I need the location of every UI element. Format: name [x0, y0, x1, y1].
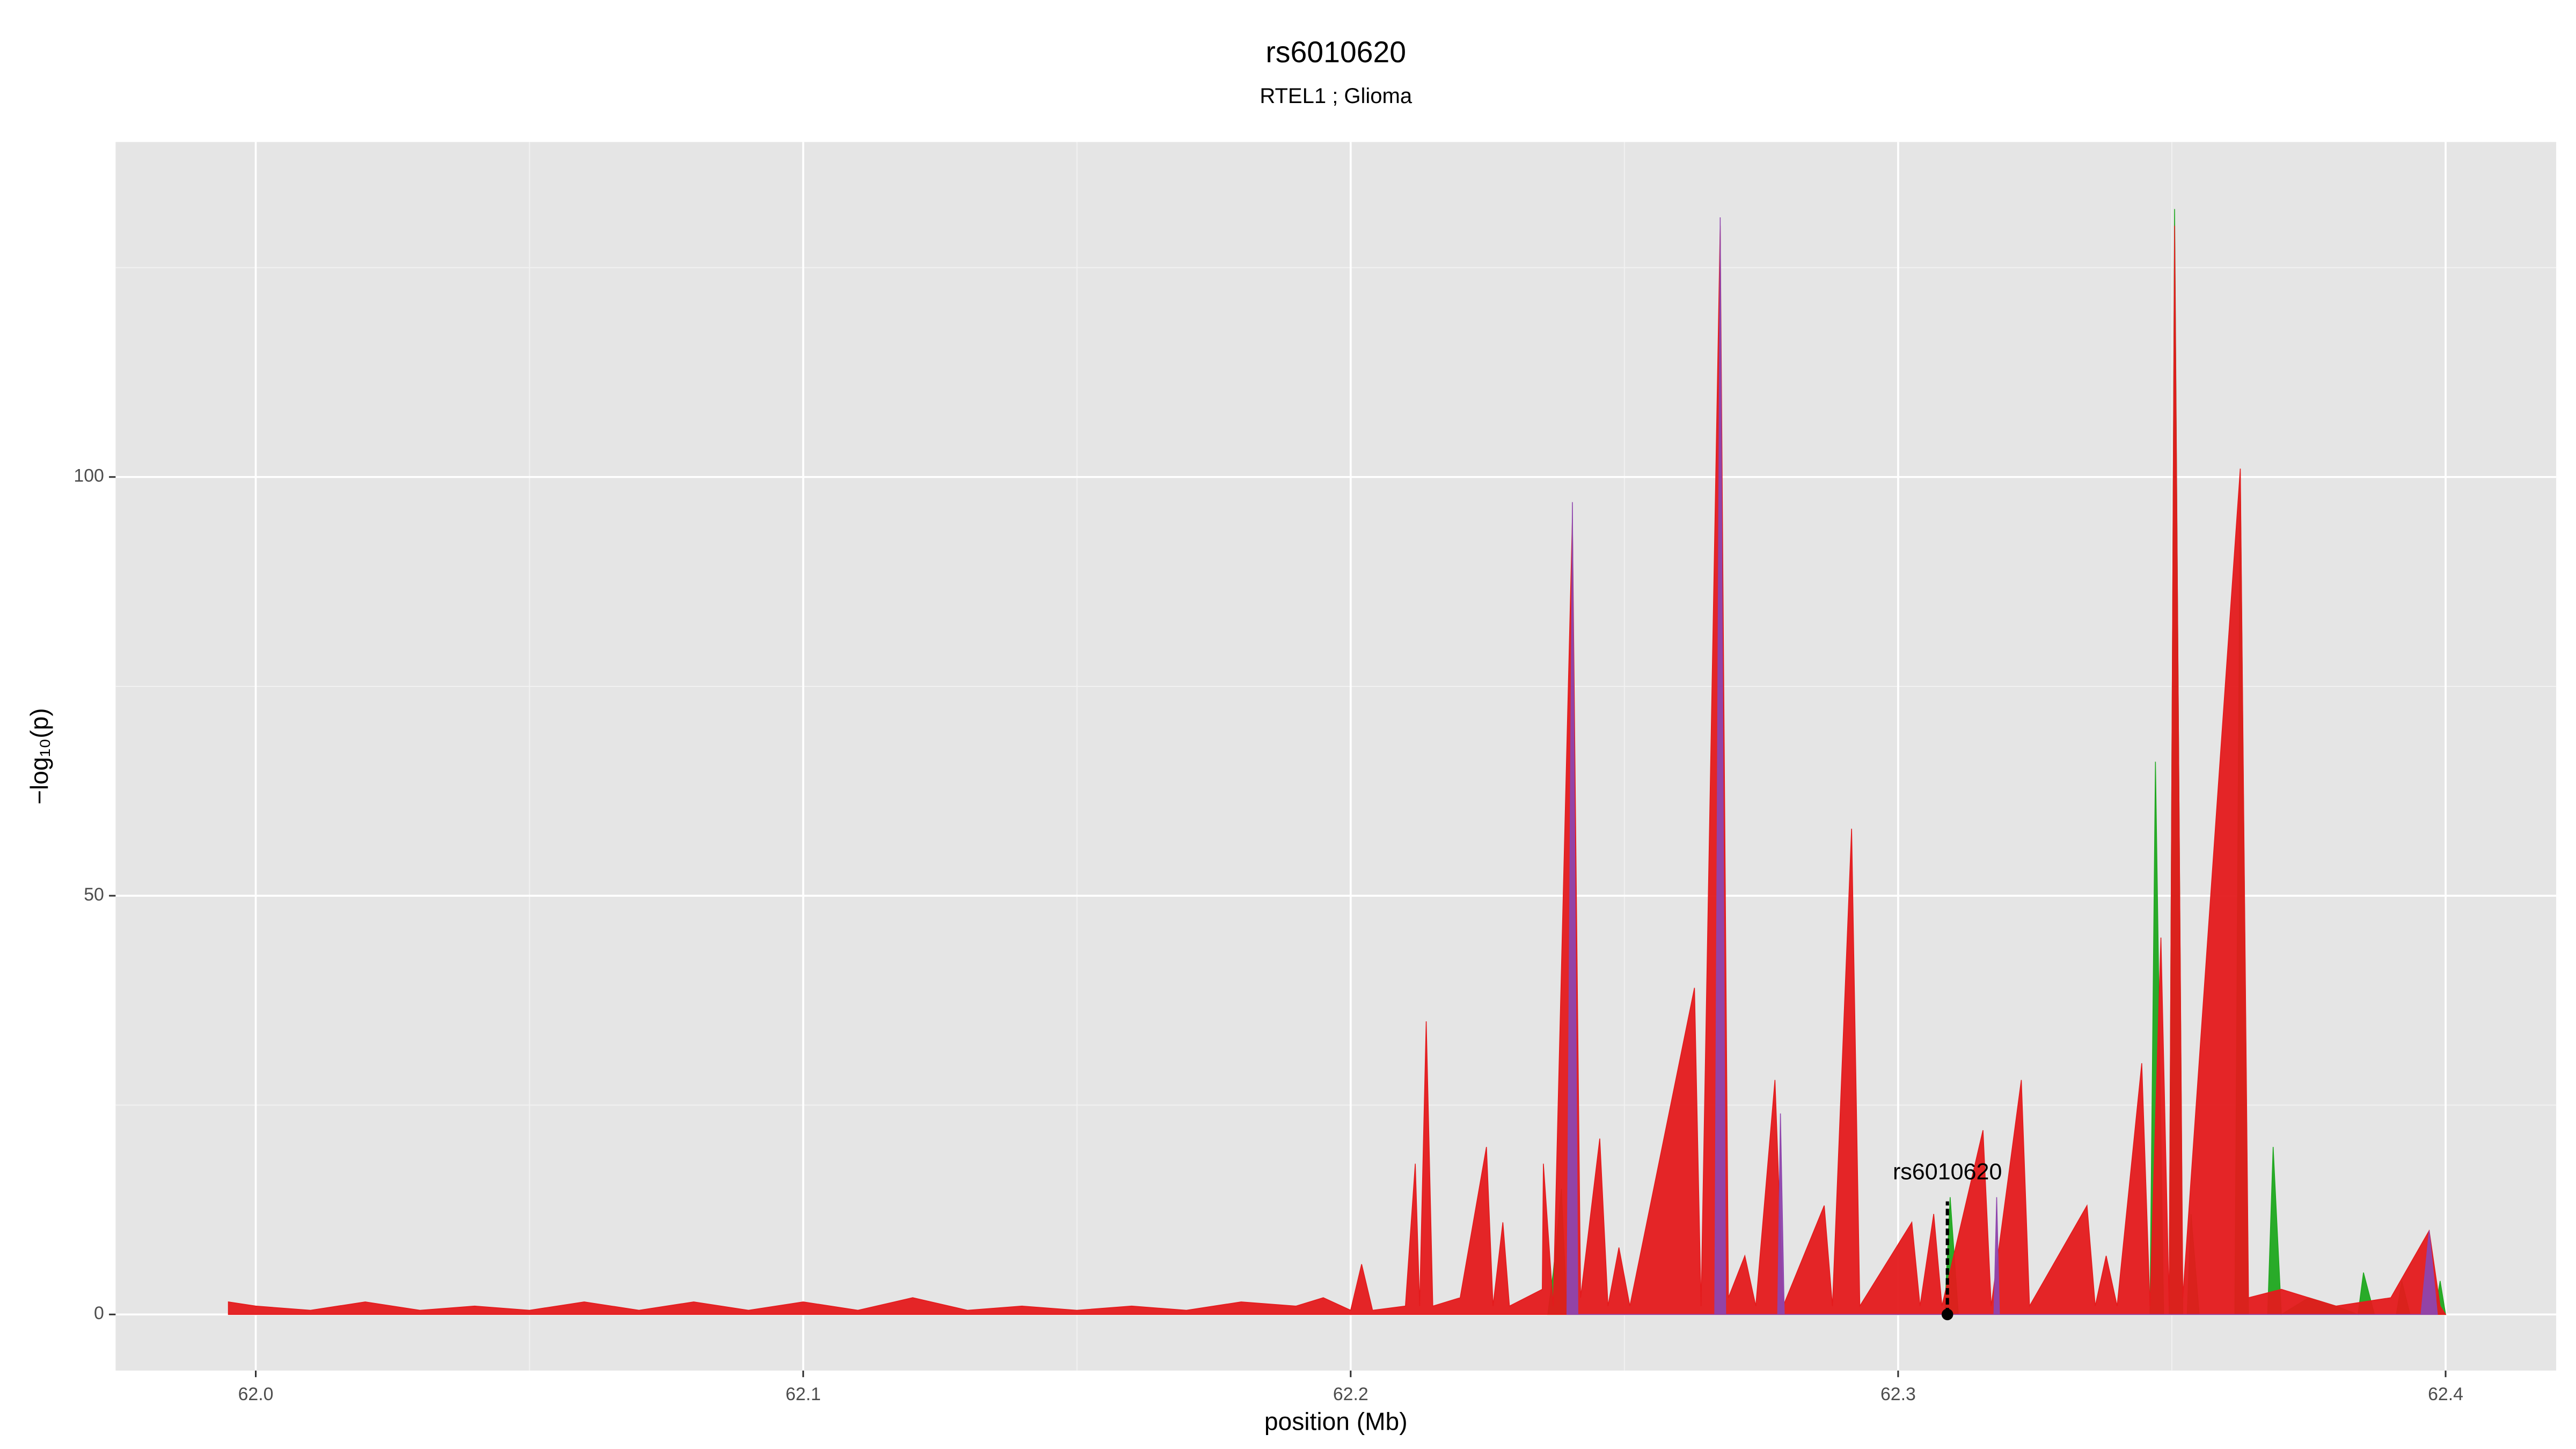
y-tick-label: 0 [94, 1303, 104, 1323]
plot-background [115, 142, 2557, 1371]
chart-title: rs6010620 [1265, 35, 1406, 69]
x-tick-label: 62.3 [1880, 1384, 1916, 1404]
y-tick-label: 50 [84, 884, 104, 905]
x-axis-title: position (Mb) [1264, 1407, 1408, 1435]
marker-point [1941, 1308, 1953, 1321]
x-tick-label: 62.0 [238, 1384, 274, 1404]
chart-subtitle: RTEL1 ; Glioma [1260, 84, 1413, 108]
x-tick-label: 62.1 [786, 1384, 821, 1404]
x-tick-label: 62.2 [1333, 1384, 1368, 1404]
x-tick-label: 62.4 [2428, 1384, 2463, 1404]
marker-label: rs6010620 [1893, 1159, 2002, 1185]
y-axis-title: −log₁₀(p) [25, 708, 53, 804]
area [1566, 217, 2438, 1315]
y-tick-label: 100 [74, 466, 104, 486]
area [228, 225, 2447, 1315]
